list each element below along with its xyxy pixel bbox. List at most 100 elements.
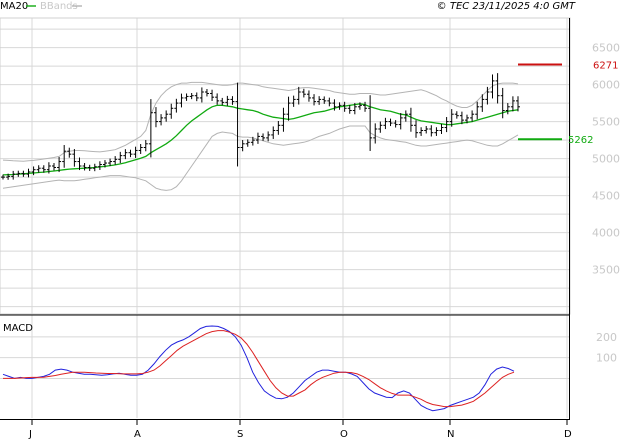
x-tick-label: S: [237, 429, 243, 440]
ohlc-bar: [322, 96, 327, 104]
ohlc-bar: [475, 101, 480, 120]
ohlc-bar: [57, 156, 62, 173]
ohlc-bar: [1, 174, 5, 180]
ohlc-bar: [459, 111, 464, 125]
ohlc-bar: [398, 113, 403, 130]
ohlc-bar: [342, 101, 347, 112]
ohlc-bar: [118, 151, 123, 164]
ohlc-bar: [352, 103, 357, 115]
ohlc-bar: [449, 109, 454, 127]
price-y-tick-label: 6500: [592, 42, 620, 55]
ohlc-bar: [138, 143, 143, 154]
price-y-ticks: 3500 4000 4500 5000 5500 6000 6500: [592, 42, 620, 277]
ohlc-bar: [215, 93, 220, 105]
ohlc-bar: [301, 88, 306, 98]
ohlc-bar: [271, 126, 276, 139]
ohlc-bar: [332, 99, 337, 111]
ohlc-bar: [148, 99, 153, 158]
ohlc-bar: [77, 157, 82, 171]
ohlc-bar: [41, 165, 46, 173]
x-tick-label: A: [134, 429, 141, 440]
support-label: 5262: [568, 135, 593, 146]
copyright-text: © TEC 23/11/2025 4:0 GMT: [437, 1, 576, 12]
ohlc-bar: [414, 120, 419, 138]
price-y-tick-label: 4500: [592, 190, 620, 203]
ohlc-bar: [36, 165, 41, 173]
ohlc-bar: [317, 96, 322, 105]
ohlc-bar: [357, 102, 362, 110]
ohlc-bar: [97, 161, 102, 170]
ohlc-bar: [113, 156, 118, 165]
price-y-tick-label: 5000: [592, 153, 620, 166]
ohlc-bar: [82, 163, 87, 171]
ohlc-bar: [179, 93, 184, 108]
ma20-line: [2, 103, 519, 176]
ohlc-bar: [235, 82, 240, 167]
ohlc-bar: [11, 170, 16, 180]
legend-ma20-label: MA20: [0, 1, 28, 12]
macd-y-ticks: 100 200: [596, 331, 617, 365]
macd-y-tick-label: 200: [596, 331, 617, 344]
ohlc-bar: [429, 125, 434, 137]
macd-lines: [2, 325, 515, 412]
ohlc-bar: [225, 95, 230, 106]
bollinger-bands: [2, 81, 519, 191]
ohlc-bar: [490, 74, 495, 99]
ohlc-bar: [230, 96, 235, 105]
ohlc-bar: [199, 87, 204, 103]
ohlc-bar: [347, 105, 352, 114]
ohlc-bar: [123, 149, 128, 160]
ohlc-bar: [408, 107, 413, 132]
legend-bbands-label: BBands: [40, 1, 78, 12]
ohlc-bar: [240, 140, 245, 152]
ohlc-bar: [276, 120, 281, 135]
ohlc-bar: [16, 170, 21, 177]
price-y-tick-label: 6000: [592, 79, 620, 92]
price-bars: [1, 73, 520, 180]
ohlc-bar: [378, 121, 383, 133]
ohlc-bar: [337, 102, 342, 110]
ohlc-bar: [46, 162, 51, 174]
ohlc-bar: [92, 163, 97, 172]
ohlc-bar: [485, 86, 490, 105]
price-y-tick-label: 4000: [592, 227, 620, 240]
resistance-label: 6271: [593, 61, 618, 72]
ohlc-bar: [434, 127, 439, 136]
legend: MA20 BBands: [0, 1, 82, 12]
ohlc-bar: [72, 149, 77, 167]
macd-polyline: [2, 325, 515, 412]
ohlc-bar: [383, 117, 388, 130]
ohlc-bar: [245, 139, 250, 147]
ohlc-bar: [255, 132, 260, 144]
ohlc-bar: [363, 101, 368, 112]
ohlc-bar: [291, 95, 296, 107]
ohlc-bar: [62, 145, 67, 168]
ohlc-bar: [495, 73, 500, 104]
ohlc-bar: [21, 170, 26, 177]
ohlc-bar: [368, 95, 373, 151]
macd-grid: [0, 336, 569, 379]
x-tick-label: O: [340, 429, 348, 440]
ohlc-bar: [210, 89, 215, 101]
ohlc-bar: [500, 87, 505, 119]
ohlc-bar: [388, 118, 393, 127]
ohlc-bar: [26, 168, 31, 178]
ma20-polyline: [2, 103, 519, 176]
ohlc-bar: [454, 111, 459, 119]
ohlc-bar: [108, 158, 113, 167]
ohlc-bar: [306, 90, 311, 102]
ohlc-bar: [327, 97, 332, 107]
ohlc-bar: [505, 103, 510, 115]
ohlc-bar: [174, 98, 179, 113]
ohlc-bar: [164, 110, 169, 122]
macd-title: MACD: [3, 323, 33, 334]
ohlc-bar: [286, 96, 291, 121]
ohlc-bar: [261, 133, 266, 141]
ohlc-bar: [6, 173, 11, 180]
bb-upper-line: [2, 81, 519, 162]
ohlc-bar: [281, 107, 286, 132]
ohlc-bar: [184, 93, 189, 101]
price-y-tick-label: 3500: [592, 264, 620, 277]
